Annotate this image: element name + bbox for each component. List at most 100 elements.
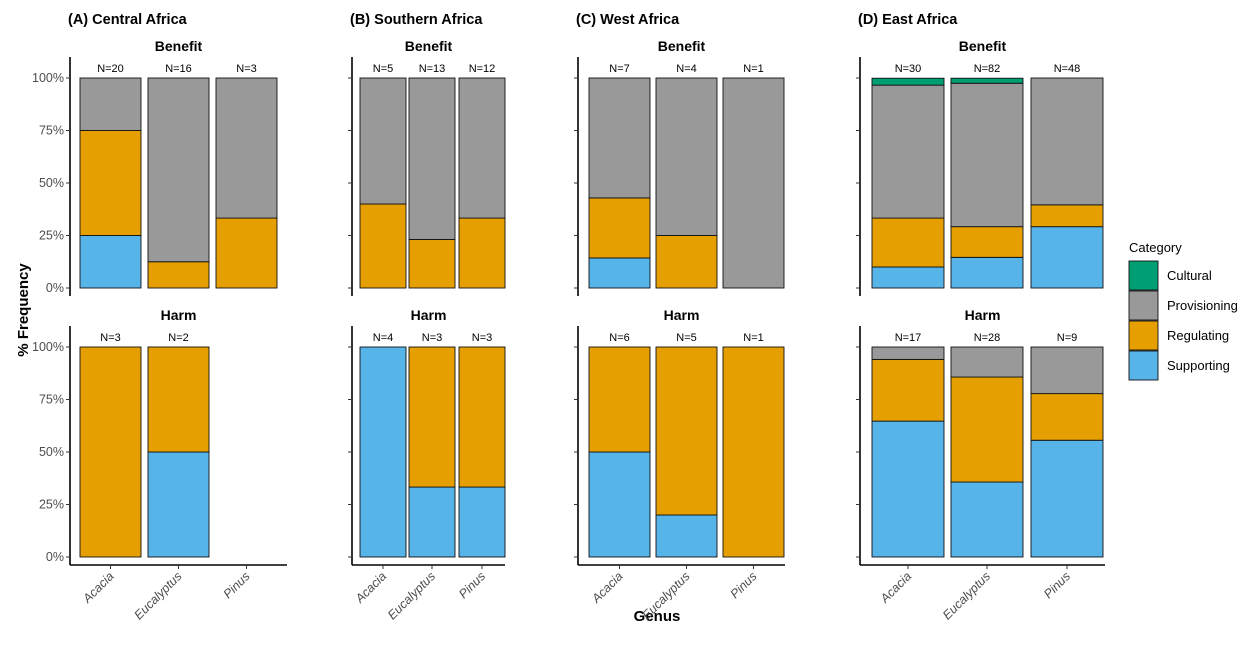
- n-label-pinus: N=9: [1057, 332, 1078, 344]
- n-label-eucalyptus: N=16: [165, 63, 192, 75]
- bar-segment-regulating-pinus: [458, 217, 506, 289]
- legend-swatch-supporting: [1128, 350, 1159, 381]
- bar-segment-cultural-eucalyptus: [950, 77, 1024, 84]
- facet-title-harm: Harm: [965, 307, 1001, 323]
- legend-swatch-provisioning: [1128, 290, 1159, 321]
- bar-segment-supporting-eucalyptus: [147, 451, 210, 558]
- bar-segment-provisioning-pinus: [458, 77, 506, 219]
- bar-segment-regulating-acacia: [871, 358, 945, 422]
- x-tick-label-acacia: Acacia: [352, 569, 389, 606]
- bar-segment-regulating-acacia: [588, 197, 651, 259]
- bar-segment-supporting-acacia: [588, 257, 651, 289]
- bar-segment-supporting-acacia: [79, 235, 142, 289]
- facet-title-benefit: Benefit: [959, 38, 1007, 54]
- n-label-acacia: N=6: [609, 332, 630, 344]
- y-tick-label: 100%: [32, 71, 64, 85]
- legend-swatch-cultural: [1128, 260, 1159, 291]
- bar-segment-regulating-eucalyptus: [147, 346, 210, 453]
- facet-title-benefit: Benefit: [405, 38, 453, 54]
- x-tick-label-acacia: Acacia: [877, 569, 914, 606]
- n-label-acacia: N=5: [373, 63, 394, 75]
- bar-segment-regulating-pinus: [1030, 393, 1104, 441]
- y-tick-label: 0%: [46, 281, 64, 295]
- bar-segment-regulating-acacia: [79, 130, 142, 236]
- y-tick-label: 50%: [39, 176, 64, 190]
- y-tick-label: 75%: [39, 124, 64, 138]
- panel-title-b-southern-africa: (B) Southern Africa: [350, 12, 483, 28]
- bar-segment-provisioning-pinus: [1030, 77, 1104, 206]
- legend-swatch-regulating: [1128, 320, 1159, 351]
- bar-segment-regulating-eucalyptus: [950, 376, 1024, 483]
- n-label-acacia: N=20: [97, 63, 124, 75]
- bar-segment-provisioning-acacia: [871, 346, 945, 360]
- bar-segment-provisioning-acacia: [588, 77, 651, 199]
- panel-title-a-central-africa: (A) Central Africa: [68, 12, 188, 28]
- x-tick-label-eucalyptus: Eucalyptus: [385, 569, 438, 622]
- bar-segment-regulating-acacia: [79, 346, 142, 558]
- y-tick-label: 75%: [39, 393, 64, 407]
- bar-segment-regulating-eucalyptus: [408, 346, 456, 488]
- bar-segment-provisioning-acacia: [79, 77, 142, 131]
- bar-segment-supporting-eucalyptus: [950, 256, 1024, 289]
- bar-segment-supporting-pinus: [458, 486, 506, 558]
- n-label-eucalyptus: N=5: [676, 332, 697, 344]
- x-tick-label-acacia: Acacia: [588, 569, 625, 606]
- x-tick-label-pinus: Pinus: [1041, 569, 1073, 601]
- bar-segment-supporting-pinus: [1030, 439, 1104, 558]
- bar-segment-provisioning-eucalyptus: [655, 77, 718, 236]
- bar-segment-regulating-pinus: [1030, 204, 1104, 228]
- bar-segment-regulating-eucalyptus: [950, 226, 1024, 258]
- bar-segment-supporting-eucalyptus: [950, 481, 1024, 558]
- bar-segment-supporting-acacia: [588, 451, 651, 558]
- facet-title-benefit: Benefit: [658, 38, 706, 54]
- x-tick-label-eucalyptus: Eucalyptus: [131, 569, 184, 622]
- legend-label-provisioning: Provisioning: [1167, 298, 1238, 313]
- bar-segment-regulating-eucalyptus: [655, 235, 718, 289]
- bar-segment-regulating-pinus: [722, 346, 785, 558]
- bar-segment-provisioning-eucalyptus: [147, 77, 210, 263]
- bar-segment-regulating-eucalyptus: [655, 346, 718, 516]
- facet-title-harm: Harm: [161, 307, 197, 323]
- n-label-pinus: N=3: [236, 63, 257, 75]
- n-label-pinus: N=1: [743, 332, 764, 344]
- bar-segment-cultural-acacia: [871, 77, 945, 86]
- n-label-eucalyptus: N=13: [419, 63, 446, 75]
- bar-segment-provisioning-eucalyptus: [408, 77, 456, 240]
- facet-title-benefit: Benefit: [155, 38, 203, 54]
- n-label-pinus: N=1: [743, 63, 764, 75]
- n-label-acacia: N=17: [895, 332, 922, 344]
- y-tick-label: 25%: [39, 229, 64, 243]
- bar-segment-supporting-acacia: [871, 266, 945, 289]
- bar-segment-regulating-pinus: [458, 346, 506, 488]
- x-tick-label-pinus: Pinus: [728, 569, 760, 601]
- y-tick-label: 0%: [46, 550, 64, 564]
- x-tick-label-pinus: Pinus: [456, 569, 488, 601]
- n-label-eucalyptus: N=28: [974, 332, 1001, 344]
- bar-segment-provisioning-pinus: [215, 77, 278, 219]
- n-label-acacia: N=4: [373, 332, 394, 344]
- n-label-pinus: N=3: [472, 332, 493, 344]
- n-label-eucalyptus: N=2: [168, 332, 189, 344]
- panel-title-c-west-africa: (C) West Africa: [576, 12, 680, 28]
- n-label-acacia: N=7: [609, 63, 630, 75]
- x-tick-label-pinus: Pinus: [221, 569, 253, 601]
- bar-segment-regulating-acacia: [871, 217, 945, 268]
- bar-segment-provisioning-pinus: [1030, 346, 1104, 395]
- y-tick-label: 100%: [32, 340, 64, 354]
- facet-title-harm: Harm: [664, 307, 700, 323]
- bar-segment-supporting-acacia: [359, 346, 407, 558]
- x-axis-title: Genus: [634, 608, 681, 625]
- y-tick-label: 50%: [39, 445, 64, 459]
- legend-title: Category: [1129, 240, 1182, 255]
- legend-label-regulating: Regulating: [1167, 328, 1229, 343]
- y-tick-label: 25%: [39, 498, 64, 512]
- n-label-acacia: N=30: [895, 63, 922, 75]
- bar-segment-supporting-pinus: [1030, 226, 1104, 289]
- bar-segment-provisioning-acacia: [359, 77, 407, 205]
- bar-segment-supporting-acacia: [871, 420, 945, 558]
- x-tick-label-acacia: Acacia: [79, 569, 116, 606]
- bar-segment-regulating-acacia: [588, 346, 651, 453]
- n-label-pinus: N=48: [1054, 63, 1081, 75]
- bar-segment-supporting-eucalyptus: [655, 514, 718, 558]
